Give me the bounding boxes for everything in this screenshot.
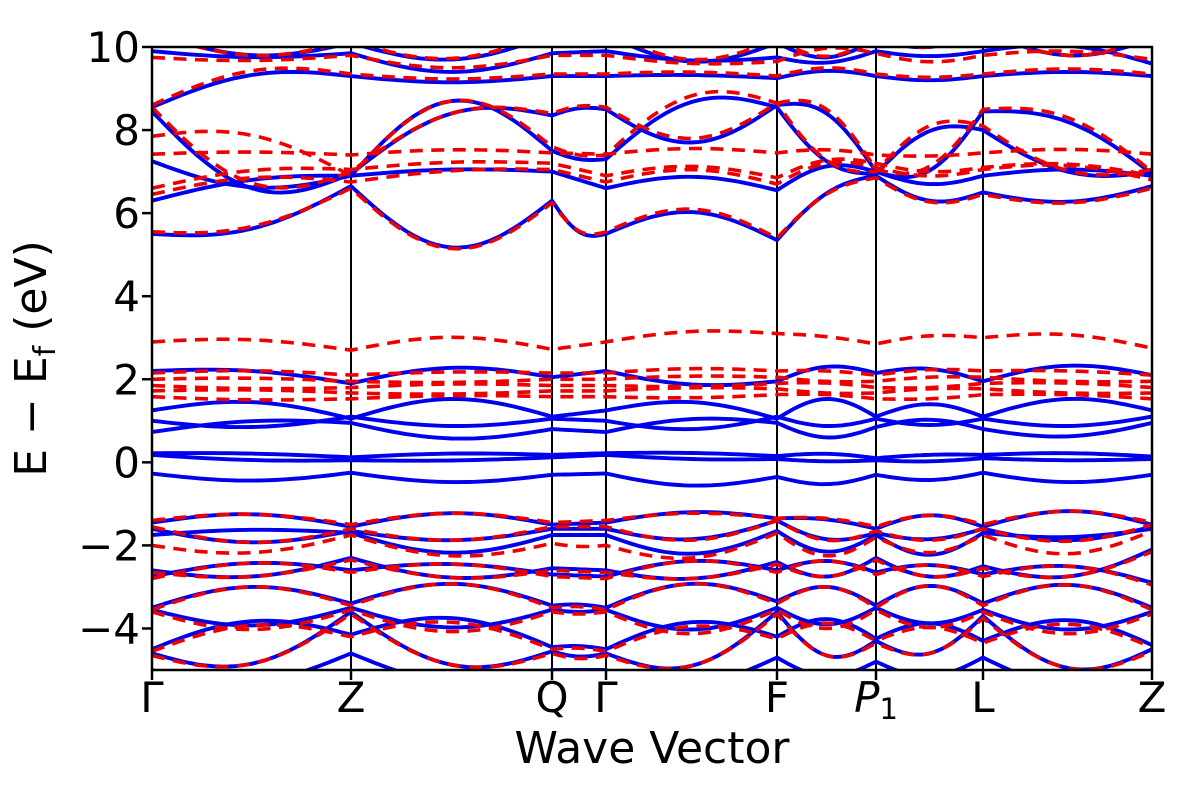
band-curve (152, 385, 1152, 396)
x-tick-label: Q (535, 673, 568, 722)
x-tick-label: Z (1138, 673, 1167, 722)
x-axis-title: Wave Vector (515, 723, 791, 774)
band-curve (152, 392, 1152, 402)
x-tick-label: Γ (594, 673, 618, 722)
x-tick-label: Z (337, 673, 366, 722)
band-curve (152, 470, 1152, 488)
red-dashed-band-series (152, 47, 1152, 670)
band-curve (152, 605, 1152, 632)
x-tick-labels: Γ Z Q Γ F P1 L Z (140, 673, 1166, 726)
band-curve (152, 414, 1152, 432)
band-curve (152, 68, 1152, 110)
band-curve (152, 66, 1152, 107)
x-tick-label: Γ (140, 673, 164, 722)
band-curve (152, 620, 1152, 654)
band-curve (152, 366, 1152, 377)
band-curve (152, 581, 1152, 610)
band-curve (152, 416, 1152, 441)
y-tick-label: 10 (87, 23, 140, 72)
band-curve (152, 146, 1152, 158)
y-tick-label: −2 (78, 521, 140, 570)
x-tick-label: L (971, 673, 995, 722)
band-curve (152, 329, 1152, 352)
y-tick-label: 6 (113, 189, 140, 238)
band-curve (152, 612, 1152, 670)
band-curve (152, 363, 1152, 388)
band-curve (152, 450, 1152, 461)
band-curve (152, 95, 1152, 190)
band-curve (152, 452, 1152, 464)
band-curve (191, 47, 1129, 62)
band-curve (152, 157, 1152, 190)
plot-frame (150, 45, 1154, 672)
y-tick-label: 8 (113, 106, 140, 155)
band-curve (152, 160, 1152, 197)
axis-ticks (142, 45, 1154, 680)
band-curve (152, 581, 1152, 612)
band-curve (152, 98, 1152, 190)
band-curve (152, 396, 1152, 421)
band-curve (152, 651, 1015, 670)
band-curve (152, 529, 1152, 561)
band-curve (152, 374, 1152, 385)
y-tick-label: 4 (113, 272, 140, 321)
y-tick-labels: 10 8 6 4 2 0 −2 −4 (78, 23, 140, 653)
y-tick-label: 0 (113, 438, 140, 487)
band-curve (152, 173, 1152, 250)
band-curve (152, 608, 1152, 636)
band-curve (152, 559, 1152, 587)
blue-solid-band-series (152, 47, 1152, 670)
band-curve (152, 163, 1152, 203)
band-curve (152, 518, 1152, 545)
band-curve (152, 549, 1152, 581)
y-tick-label: 2 (113, 355, 140, 404)
band-curve (152, 47, 1152, 70)
x-tick-label: F (765, 673, 789, 722)
y-tick-label: −4 (78, 604, 140, 653)
band-curve (152, 509, 1152, 529)
x-tick-label: P1 (854, 673, 898, 726)
y-axis-title: E − Ef (eV) (6, 240, 63, 477)
band-curve (152, 89, 1152, 178)
